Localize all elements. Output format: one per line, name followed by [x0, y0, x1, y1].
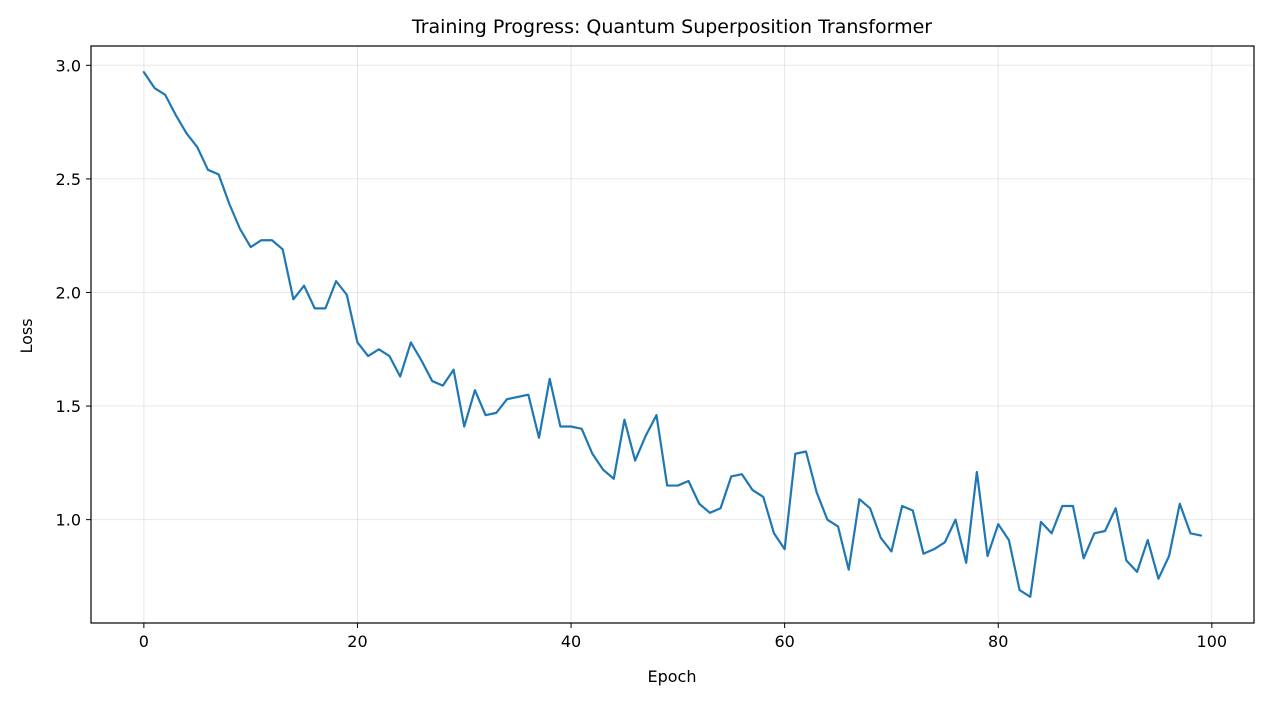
y-tick-label: 1.0 [56, 511, 81, 530]
chart-title: Training Progress: Quantum Superposition… [411, 16, 932, 38]
y-tick-label: 2.0 [56, 283, 81, 302]
x-tick-label: 60 [774, 632, 794, 651]
series-layer [142, 71, 1203, 598]
grid [91, 46, 1254, 623]
ticks: 0 20 40 60 80 100 1.0 1.5 2.0 2.5 3.0 [56, 56, 1228, 651]
y-tick-label: 3.0 [56, 56, 81, 75]
plot-frame [90, 45, 1255, 624]
x-axis-label: Epoch [648, 667, 697, 686]
x-tick-label: 100 [1197, 632, 1228, 651]
x-tick-label: 20 [347, 632, 367, 651]
x-tick-label: 40 [561, 632, 581, 651]
loss-series-line [142, 71, 1203, 598]
x-tick-label: 80 [988, 632, 1008, 651]
y-tick-label: 1.5 [56, 397, 81, 416]
x-tick-label: 0 [139, 632, 149, 651]
y-axis-label: Loss [17, 318, 36, 353]
y-tick-label: 2.5 [56, 170, 81, 189]
